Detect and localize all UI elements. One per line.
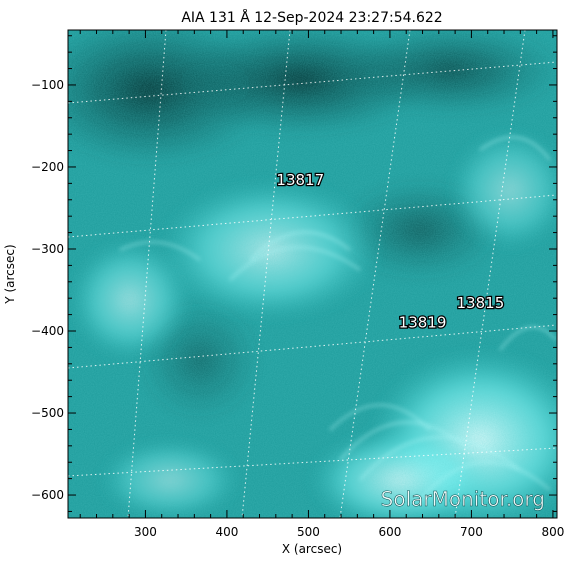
- grid-latitude-line: [68, 447, 557, 477]
- x-axis: 300 400 500 600 700 800: [79, 30, 564, 539]
- grid-latitude-line: [68, 324, 557, 369]
- active-region-labels: 13817 13815 13819: [275, 170, 505, 333]
- grid-longitude-line: [241, 30, 291, 518]
- y-axis: −100 −200 −300 −400 −500 −600: [31, 35, 557, 512]
- x-tick-label: 700: [460, 525, 483, 539]
- x-tick-label: 800: [541, 525, 564, 539]
- x-tick-label: 600: [378, 525, 401, 539]
- x-tick-label: 500: [297, 525, 320, 539]
- y-axis-label: Y (arcsec): [3, 244, 17, 304]
- x-axis-label: X (arcsec): [282, 542, 342, 556]
- grid-longitude-line: [454, 30, 526, 518]
- plot-frame: [67, 29, 558, 519]
- active-region-label: 13817: [276, 171, 324, 189]
- active-region-label: 13819: [399, 314, 447, 332]
- y-tick-label: −400: [31, 324, 64, 338]
- watermark: SolarMonitor.org: [381, 487, 545, 511]
- active-region-label: 13815: [457, 294, 505, 312]
- chart-title: AIA 131 Å 12-Sep-2024 23:27:54.622: [181, 9, 442, 26]
- grid-longitude-line: [127, 30, 167, 518]
- grid-latitude-line: [68, 194, 557, 238]
- y-tick-label: −100: [31, 78, 64, 92]
- x-tick-label: 400: [215, 525, 238, 539]
- grid-latitude-line: [68, 61, 557, 104]
- x-tick-label: 300: [134, 525, 157, 539]
- y-tick-label: −500: [31, 406, 64, 420]
- y-tick-label: −200: [31, 160, 64, 174]
- image-texture: [68, 30, 557, 518]
- heliographic-grid: [68, 30, 557, 518]
- y-tick-label: −300: [31, 242, 64, 256]
- grid-longitude-line: [339, 30, 411, 518]
- y-tick-label: −600: [31, 488, 64, 502]
- solar-image: 13817 13815 13819 SolarMonitor.org: [68, 30, 557, 518]
